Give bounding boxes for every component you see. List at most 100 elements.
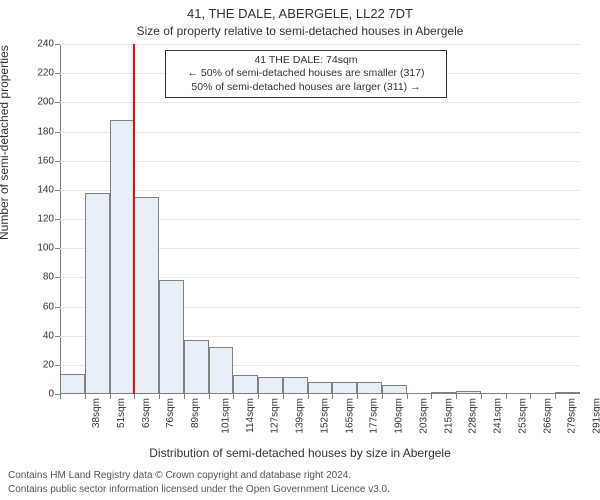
ytick-mark <box>55 336 60 337</box>
xtick-label: 190sqm <box>394 398 405 434</box>
ytick-label: 160 <box>24 155 54 166</box>
histogram-plot: 02040608010012014016018020022024038sqm51… <box>60 44 580 394</box>
histogram-bar <box>134 197 159 394</box>
xtick-label: 228sqm <box>468 398 479 434</box>
xtick-label: 139sqm <box>295 398 306 434</box>
xtick-mark <box>555 394 556 399</box>
legend-row: 41 THE DALE: 74sqm <box>174 54 438 67</box>
histogram-bar <box>382 385 407 394</box>
gridline <box>60 44 580 45</box>
histogram-bar <box>159 280 184 394</box>
gridline <box>60 132 580 133</box>
xtick-mark <box>85 394 86 399</box>
xtick-mark <box>506 394 507 399</box>
xtick-label: 215sqm <box>443 398 454 434</box>
gridline <box>60 102 580 103</box>
chart-title: 41, THE DALE, ABERGELE, LL22 7DT <box>0 6 600 21</box>
ytick-mark <box>55 73 60 74</box>
xtick-mark <box>184 394 185 399</box>
ytick-label: 20 <box>24 359 54 370</box>
ytick-mark <box>55 44 60 45</box>
xtick-mark <box>209 394 210 399</box>
ytick-mark <box>55 219 60 220</box>
reference-line <box>133 44 135 394</box>
ytick-mark <box>55 132 60 133</box>
histogram-bar <box>431 392 456 394</box>
ytick-label: 60 <box>24 301 54 312</box>
ytick-label: 0 <box>24 389 54 400</box>
ytick-label: 100 <box>24 243 54 254</box>
xtick-label: 38sqm <box>91 398 102 428</box>
xtick-label: 291sqm <box>592 398 600 434</box>
histogram-bar <box>332 382 357 394</box>
xtick-mark <box>283 394 284 399</box>
y-axis-label: Number of semi-detached properties <box>0 45 11 240</box>
xtick-mark <box>357 394 358 399</box>
ytick-label: 80 <box>24 272 54 283</box>
ytick-label: 220 <box>24 68 54 79</box>
gridline <box>60 190 580 191</box>
xtick-mark <box>258 394 259 399</box>
xtick-label: 279sqm <box>567 398 578 434</box>
xtick-mark <box>233 394 234 399</box>
legend-row: ← 50% of semi-detached houses are smalle… <box>174 67 438 80</box>
histogram-bar <box>283 377 308 395</box>
xtick-mark <box>332 394 333 399</box>
ytick-label: 40 <box>24 330 54 341</box>
histogram-bar <box>209 347 234 394</box>
xtick-label: 101sqm <box>220 398 231 434</box>
histogram-bar <box>456 391 481 394</box>
xtick-label: 63sqm <box>141 398 152 428</box>
xtick-mark <box>456 394 457 399</box>
xtick-label: 241sqm <box>493 398 504 434</box>
xtick-mark <box>308 394 309 399</box>
xtick-label: 203sqm <box>418 398 429 434</box>
histogram-bar <box>60 374 85 394</box>
ytick-mark <box>55 277 60 278</box>
xtick-label: 89sqm <box>190 398 201 428</box>
xtick-mark <box>530 394 531 399</box>
xtick-label: 51sqm <box>116 398 127 428</box>
xtick-label: 152sqm <box>319 398 330 434</box>
xtick-label: 127sqm <box>270 398 281 434</box>
xtick-label: 266sqm <box>542 398 553 434</box>
gridline <box>60 161 580 162</box>
histogram-bar <box>110 120 135 394</box>
histogram-bar <box>308 382 333 394</box>
histogram-bar <box>258 377 283 395</box>
legend-box: 41 THE DALE: 74sqm← 50% of semi-detached… <box>165 50 447 98</box>
ytick-mark <box>55 102 60 103</box>
ytick-mark <box>55 248 60 249</box>
xtick-label: 76sqm <box>165 398 176 428</box>
ytick-label: 180 <box>24 126 54 137</box>
chart-subtitle: Size of property relative to semi-detach… <box>0 24 600 38</box>
xtick-mark <box>382 394 383 399</box>
xtick-label: 165sqm <box>344 398 355 434</box>
ytick-label: 200 <box>24 97 54 108</box>
xtick-label: 253sqm <box>518 398 529 434</box>
ytick-mark <box>55 365 60 366</box>
histogram-bar <box>85 193 110 394</box>
histogram-bar <box>184 340 209 394</box>
xtick-mark <box>60 394 61 399</box>
xtick-mark <box>481 394 482 399</box>
ytick-mark <box>55 190 60 191</box>
footnote-line-2: Contains public sector information licen… <box>8 484 592 497</box>
x-axis-label: Distribution of semi-detached houses by … <box>0 446 600 460</box>
xtick-mark <box>134 394 135 399</box>
ytick-label: 240 <box>24 39 54 50</box>
footnote-line-1: Contains HM Land Registry data © Crown c… <box>8 470 592 483</box>
xtick-label: 114sqm <box>244 398 255 433</box>
ytick-label: 120 <box>24 214 54 225</box>
xtick-mark <box>407 394 408 399</box>
xtick-mark <box>431 394 432 399</box>
ytick-label: 140 <box>24 184 54 195</box>
histogram-bar <box>555 392 580 394</box>
histogram-bar <box>357 382 382 394</box>
xtick-label: 177sqm <box>369 398 380 434</box>
ytick-mark <box>55 161 60 162</box>
xtick-mark <box>110 394 111 399</box>
ytick-mark <box>55 307 60 308</box>
histogram-bar <box>233 375 258 394</box>
legend-row: 50% of semi-detached houses are larger (… <box>174 81 438 94</box>
